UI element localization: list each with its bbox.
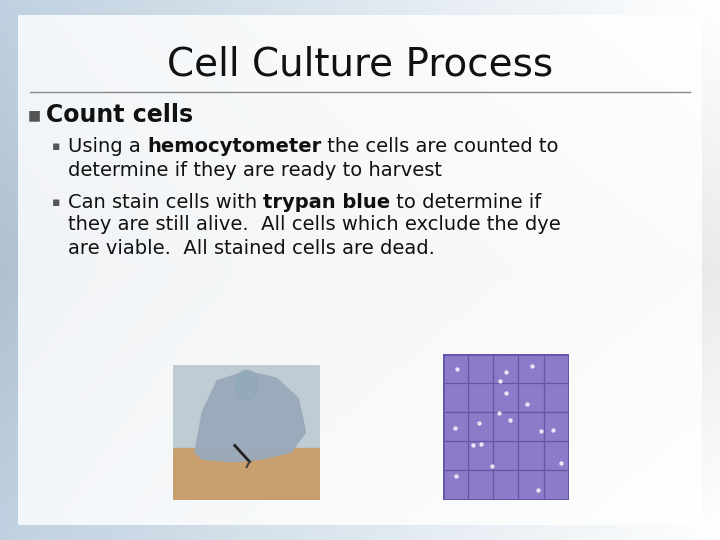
Point: [473, 419, 485, 428]
Point: [467, 440, 478, 449]
Text: Cell Culture Process: Cell Culture Process: [167, 46, 553, 84]
Point: [495, 377, 506, 386]
Point: [500, 367, 512, 376]
FancyBboxPatch shape: [18, 15, 702, 525]
Text: ■: ■: [28, 108, 41, 122]
Point: [533, 486, 544, 495]
Bar: [173, 448, 320, 500]
Point: [500, 389, 511, 397]
Text: determine if they are ready to harvest: determine if they are ready to harvest: [68, 160, 442, 179]
Point: [547, 426, 559, 434]
Point: [535, 427, 546, 435]
Text: Count cells: Count cells: [46, 103, 193, 127]
Point: [526, 362, 537, 370]
Text: Can stain cells with: Can stain cells with: [68, 192, 264, 212]
Text: ▪: ▪: [52, 140, 60, 153]
Point: [521, 400, 532, 408]
Text: hemocytometer: hemocytometer: [147, 138, 321, 157]
Ellipse shape: [235, 370, 258, 400]
Point: [450, 423, 462, 432]
Text: are viable.  All stained cells are dead.: are viable. All stained cells are dead.: [68, 239, 435, 258]
Text: the cells are counted to: the cells are counted to: [321, 138, 559, 157]
Point: [451, 471, 462, 480]
Point: [451, 364, 462, 373]
Text: to determine if: to determine if: [390, 192, 541, 212]
Point: [555, 458, 567, 467]
Point: [475, 440, 487, 448]
Point: [493, 409, 505, 417]
Point: [505, 416, 516, 424]
Text: ▪: ▪: [52, 195, 60, 208]
Text: they are still alive.  All cells which exclude the dye: they are still alive. All cells which ex…: [68, 215, 561, 234]
Point: [486, 462, 498, 470]
Text: trypan blue: trypan blue: [264, 192, 390, 212]
Polygon shape: [195, 372, 305, 462]
Text: Using a: Using a: [68, 138, 147, 157]
